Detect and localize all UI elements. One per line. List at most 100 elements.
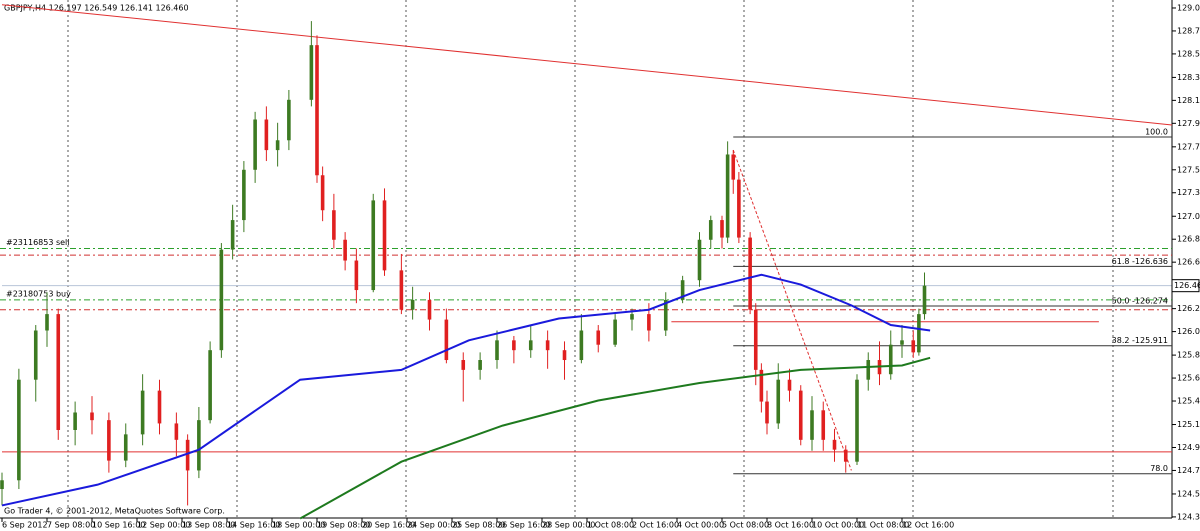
candle-body	[371, 200, 376, 291]
candle-body	[410, 299, 415, 310]
period-separators	[67, 0, 1114, 518]
x-tick-label: 1 Oct 08:00	[587, 521, 634, 530]
y-tick-label: 126.885	[1177, 235, 1200, 244]
order-label: #23180753 buy	[6, 289, 71, 298]
x-tick-label: 28 Sep 00:00	[542, 521, 595, 530]
x-tick-label: 19 Sep 08:00	[317, 521, 370, 530]
x-tick-label: 8 Oct 16:00	[767, 521, 814, 530]
candle-body	[123, 434, 128, 461]
candle-body	[725, 154, 730, 238]
candle-body	[748, 237, 752, 310]
candle-body	[512, 340, 516, 351]
y-tick-label: 127.520	[1177, 165, 1200, 174]
candle-body	[0, 480, 4, 490]
chart-title: GBPJPY,H4 126.197 126.549 126.141 126.46…	[4, 4, 189, 13]
footer: Go Trader 4, © 2001-2012, MetaQuotes Sof…	[4, 507, 225, 516]
candle-body	[90, 412, 94, 421]
candle-body	[174, 423, 179, 440]
y-tick-label: 125.190	[1177, 420, 1200, 429]
candle-body	[264, 119, 269, 151]
candle-body	[315, 45, 319, 176]
x-tick-label: 26 Sep 16:00	[497, 521, 550, 530]
candle-body	[33, 330, 38, 380]
y-tick-label: 125.405	[1177, 397, 1200, 406]
candle-body	[208, 350, 212, 421]
candle-body	[382, 200, 387, 271]
candle-body	[832, 439, 837, 450]
y-tick-label: 124.555	[1177, 489, 1200, 498]
x-tick-label: 12 Sep 00:00	[137, 521, 190, 530]
candle-body	[579, 330, 584, 361]
candle-body	[753, 309, 758, 370]
moving-average	[1, 273, 931, 507]
candle-body	[613, 319, 617, 345]
candle-body	[911, 340, 916, 353]
y-tick-label: 129.000	[1177, 3, 1200, 12]
y-tick-label: 127.945	[1177, 119, 1200, 128]
candle-body	[759, 369, 764, 402]
candle-body	[900, 340, 904, 345]
x-tick-label: 13 Sep 08:00	[182, 521, 235, 530]
fib-label: 78.0	[1150, 464, 1168, 473]
candle-body	[73, 412, 77, 430]
candle-body	[821, 410, 826, 440]
candle-body	[399, 270, 404, 310]
candle-body	[528, 340, 533, 351]
candle-body	[776, 379, 781, 424]
candle-body	[444, 319, 449, 361]
candle-body	[185, 439, 190, 471]
x-tick-label: 5 Oct 08:00	[722, 521, 769, 530]
candle-body	[562, 350, 567, 361]
candle-body	[56, 314, 61, 430]
x-tick-label: 18 Sep 00:00	[272, 521, 325, 530]
candle-body	[287, 99, 291, 141]
candle-body	[157, 390, 162, 424]
candle-body	[545, 340, 550, 351]
current-price-box	[1171, 279, 1200, 293]
trendline	[1, 4, 1173, 126]
candle-body	[917, 314, 921, 353]
candle-body	[888, 344, 893, 375]
candle-body	[810, 410, 814, 440]
candle-body	[219, 249, 224, 351]
fib-label: 50.0 -126.274	[1112, 297, 1168, 306]
x-tick-label: 24 Sep 00:00	[407, 521, 460, 530]
x-tick-label: 12 Oct 16:00	[902, 521, 954, 530]
x-tick-label: 7 Sep 08:00	[47, 521, 95, 530]
candle-body	[731, 154, 736, 180]
y-tick-label: 126.250	[1177, 304, 1200, 313]
candle-body	[787, 379, 792, 391]
y-tick-label: 128.155	[1177, 96, 1200, 105]
fib-label: 61.8 -126.636	[1112, 257, 1168, 266]
x-tick-label: 10 Sep 16:00	[92, 521, 145, 530]
current-price-label: 126.460	[1174, 281, 1200, 290]
x-tick-label: 14 Sep 16:00	[227, 521, 280, 530]
candle-body	[253, 119, 257, 170]
y-tick-label: 127.730	[1177, 142, 1200, 151]
candle-body	[697, 239, 702, 281]
candle-body	[354, 260, 359, 291]
x-tick-label: 6 Sep 2012	[2, 521, 48, 530]
candle-body	[737, 179, 741, 238]
fib-label: 38.2 -125.911	[1112, 336, 1168, 345]
y-tick-label: 124.345	[1177, 512, 1200, 521]
x-tick-label: 4 Oct 00:00	[677, 521, 724, 530]
candle-body	[596, 330, 601, 345]
candle-body	[343, 239, 347, 261]
candle-body	[843, 449, 848, 462]
y-tick-label: 125.825	[1177, 351, 1200, 360]
x-tick-label: 11 Oct 08:00	[857, 521, 909, 530]
y-tick-label: 124.770	[1177, 466, 1200, 475]
y-tick-label: 127.095	[1177, 212, 1200, 221]
candle-body	[17, 379, 21, 481]
candle-body	[478, 360, 482, 370]
x-tick-label: 10 Oct 00:00	[812, 521, 864, 530]
y-tick-label: 128.580	[1177, 49, 1200, 58]
candle-body	[45, 314, 49, 331]
candle-body	[320, 175, 325, 211]
candle-body	[866, 360, 871, 380]
x-tick-label: 2 Oct 16:00	[632, 521, 679, 530]
moving-average	[299, 356, 931, 520]
